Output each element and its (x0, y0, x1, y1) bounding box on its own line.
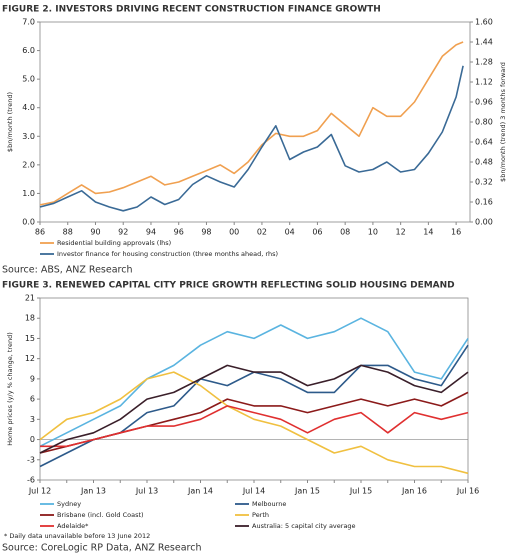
y-tick-label: 1.0 (22, 189, 35, 198)
y-tick-label: 15 (25, 334, 35, 343)
y-tick-label: 3.0 (22, 132, 35, 141)
x-tick-label: 90 (90, 228, 100, 237)
chart-title: FIGURE 2. INVESTORS DRIVING RECENT CONST… (2, 5, 381, 15)
y2-tick-label: 0.16 (475, 198, 493, 207)
y-tick-label: 12 (25, 354, 35, 363)
y-tick-label: 0.0 (22, 218, 35, 227)
legend-label: Brisbane (incl. Gold Coast) (57, 511, 144, 519)
y-tick-label: 3 (30, 415, 35, 424)
y2-tick-label: 0.96 (475, 98, 493, 107)
series-line (39, 65, 464, 212)
legend-label: Adelaide* (57, 522, 89, 530)
x-tick-label: Jul 13 (135, 487, 158, 496)
y-axis-label: $bn/month (trend) (6, 92, 14, 152)
x-tick-label: 12 (396, 228, 406, 237)
y2-tick-label: 0.32 (475, 178, 493, 187)
x-tick-label: 00 (229, 228, 239, 237)
x-tick-label: 08 (340, 228, 350, 237)
x-tick-label: Jul 15 (349, 487, 372, 496)
x-tick-label: 96 (174, 228, 184, 237)
x-tick-label: Jan 15 (294, 487, 320, 496)
y-tick-label: 2.0 (22, 160, 35, 169)
source: Source: ABS, ANZ Research (2, 265, 132, 276)
y-tick-label: 0 (30, 435, 35, 444)
series-line (39, 391, 469, 454)
y-tick-label: -3 (27, 455, 35, 464)
legend-label: Sydney (57, 500, 81, 508)
y-tick-label: 5.0 (22, 75, 35, 84)
y-axis-label: Home prices (y/y % change, trend) (6, 332, 14, 446)
x-tick-label: 14 (423, 228, 433, 237)
legend-label: Residential building approvals (lhs) (57, 239, 171, 247)
y-tick-label: 7.0 (22, 18, 35, 27)
x-tick-label: Jul 14 (242, 487, 265, 496)
y2-tick-label: 1.44 (475, 38, 493, 47)
x-tick-label: Jan 13 (80, 487, 106, 496)
series-line (39, 41, 464, 206)
y2-tick-label: 1.60 (475, 18, 493, 27)
y2-tick-label: 0.00 (475, 218, 493, 227)
y-tick-label: 6.0 (22, 46, 35, 55)
x-tick-label: 02 (257, 228, 267, 237)
y2-tick-label: 0.48 (475, 158, 493, 167)
legend-label: Australia: 5 capital city average (252, 522, 356, 530)
series-line (39, 364, 469, 454)
footnote: * Daily data unavailable before 13 June … (4, 532, 150, 540)
y2-tick-label: 0.80 (475, 118, 493, 127)
x-tick-label: Jul 12 (28, 487, 51, 496)
legend-label: Investor finance for housing constructio… (57, 250, 278, 258)
plot-frame (39, 297, 469, 481)
x-tick-label: 16 (451, 228, 461, 237)
legend-label: Perth (252, 511, 269, 519)
x-tick-label: 88 (63, 228, 73, 237)
y2-tick-label: 1.28 (475, 58, 493, 67)
y2-axis-label: $bn/month (trend) 3 months forward (499, 62, 507, 182)
x-tick-label: Jan 14 (187, 487, 213, 496)
x-tick-label: 94 (146, 228, 156, 237)
x-tick-label: 92 (118, 228, 128, 237)
y-tick-label: 21 (25, 294, 35, 303)
legend-label: Melbourne (252, 500, 286, 508)
y-tick-label: 6 (30, 395, 35, 404)
series-line (40, 405, 469, 448)
x-tick-label: 04 (285, 228, 295, 237)
y-tick-label: -6 (27, 476, 35, 485)
x-tick-label: 98 (201, 228, 211, 237)
y-tick-label: 4.0 (22, 103, 35, 112)
x-tick-label: 06 (312, 228, 322, 237)
x-tick-label: Jul 16 (456, 487, 479, 496)
source: Source: CoreLogic RP Data, ANZ Research (2, 543, 201, 554)
chart-title: FIGURE 3. RENEWED CAPITAL CITY PRICE GRO… (2, 281, 455, 291)
x-tick-label: Jan 16 (401, 487, 427, 496)
x-tick-label: 10 (368, 228, 378, 237)
y-tick-label: 18 (25, 314, 35, 323)
y-tick-label: 9 (30, 374, 35, 383)
series-line (39, 371, 469, 475)
x-tick-label: 86 (35, 228, 45, 237)
y2-tick-label: 0.64 (475, 138, 493, 147)
y2-tick-label: 1.12 (475, 78, 493, 87)
series-line (39, 317, 469, 448)
